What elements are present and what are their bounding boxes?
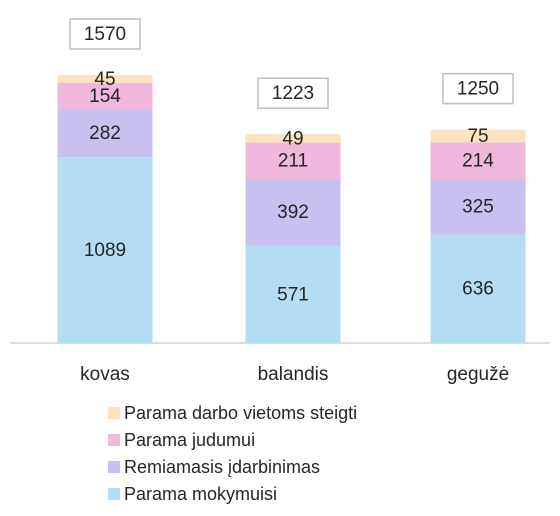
bar-segment bbox=[245, 178, 341, 246]
bar-segment bbox=[57, 82, 153, 109]
legend-swatch bbox=[108, 461, 120, 473]
x-tick-label: kovas bbox=[80, 364, 130, 385]
legend-label: Remiamasis įdarbinimas bbox=[124, 457, 320, 477]
total-label: 1570 bbox=[84, 24, 126, 45]
bar-segment bbox=[245, 134, 341, 143]
x-tick-label: balandis bbox=[258, 364, 329, 385]
data-label: 45 bbox=[94, 69, 115, 90]
bar-segment bbox=[57, 108, 153, 158]
data-label: 325 bbox=[462, 197, 494, 218]
bar-segment bbox=[430, 178, 526, 235]
legend-label: Parama mokymuisi bbox=[124, 484, 277, 504]
legend-swatch bbox=[108, 407, 120, 419]
bar-segment bbox=[245, 245, 341, 343]
legend-label: Parama darbo vietoms steigti bbox=[124, 403, 357, 423]
data-label: 571 bbox=[277, 284, 309, 305]
legend-swatch bbox=[108, 488, 120, 500]
data-label: 282 bbox=[89, 123, 121, 144]
legend-label: Parama judumui bbox=[124, 430, 255, 450]
x-tick-label: gegužė bbox=[447, 364, 509, 385]
data-label: 392 bbox=[277, 202, 309, 223]
data-label: 636 bbox=[462, 279, 494, 300]
bar-segment bbox=[430, 142, 526, 179]
bar-segment bbox=[430, 129, 526, 143]
bar-segment bbox=[57, 75, 153, 83]
data-label: 211 bbox=[278, 151, 308, 172]
bar-segment bbox=[245, 142, 341, 179]
total-label: 1250 bbox=[457, 79, 499, 100]
total-label: 1223 bbox=[272, 83, 314, 104]
data-label: 49 bbox=[282, 128, 303, 149]
total-box bbox=[257, 77, 329, 109]
data-label: 214 bbox=[462, 151, 494, 172]
data-label: 75 bbox=[467, 126, 488, 147]
data-label: 1089 bbox=[84, 240, 126, 261]
bar-segment bbox=[57, 157, 153, 343]
data-label: 154 bbox=[89, 86, 121, 107]
total-box bbox=[69, 18, 141, 50]
total-box bbox=[442, 72, 514, 105]
bar-segment bbox=[430, 234, 526, 343]
legend-swatch bbox=[108, 434, 120, 446]
